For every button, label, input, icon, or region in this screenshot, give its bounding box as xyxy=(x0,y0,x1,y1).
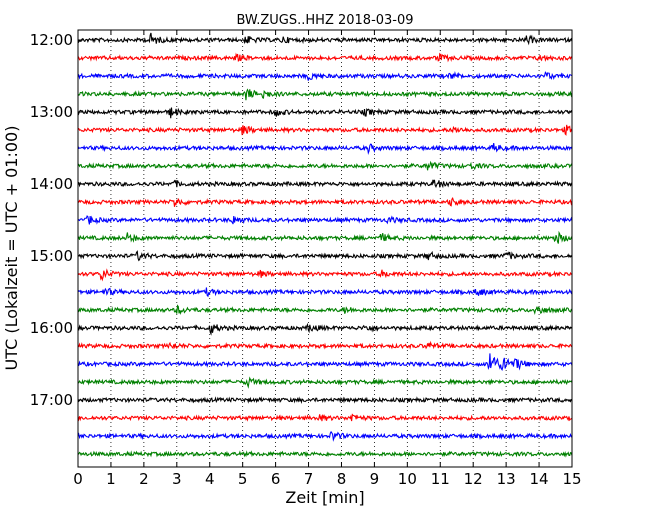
y-tick-label: 17:00 xyxy=(30,391,73,409)
trace-lines xyxy=(77,32,573,458)
x-tick-label: 3 xyxy=(172,470,182,488)
x-tick-label: 11 xyxy=(431,470,450,488)
trace-line-13 xyxy=(77,268,573,282)
trace-line-10 xyxy=(77,215,573,225)
trace-line-16 xyxy=(77,322,573,336)
trace-line-8 xyxy=(77,179,573,189)
trace-line-3 xyxy=(77,88,573,101)
x-axis-label: Zeit [min] xyxy=(285,488,364,507)
x-tick-label: 2 xyxy=(139,470,149,488)
grid-lines xyxy=(110,30,540,467)
x-tick-label: 8 xyxy=(337,470,347,488)
y-axis-label: UTC (Lokalzeit = UTC + 01:00) xyxy=(2,126,21,371)
trace-line-6 xyxy=(77,143,573,155)
x-tick-label: 9 xyxy=(370,470,380,488)
x-tick-label: 15 xyxy=(562,470,581,488)
trace-line-19 xyxy=(77,376,573,389)
trace-line-4 xyxy=(77,107,573,119)
chart-title: BW.ZUGS..HHZ 2018-03-09 xyxy=(236,13,413,28)
trace-line-2 xyxy=(77,71,573,81)
y-tick-label: 15:00 xyxy=(30,247,73,265)
x-tick-label: 5 xyxy=(238,470,248,488)
y-tick-label: 13:00 xyxy=(30,103,73,121)
x-tick-label: 1 xyxy=(106,470,116,488)
trace-line-23 xyxy=(77,450,573,458)
y-tick-label: 16:00 xyxy=(30,319,73,337)
x-tick-label: 13 xyxy=(497,470,516,488)
trace-line-9 xyxy=(77,196,573,207)
trace-line-21 xyxy=(77,413,573,422)
x-tick-label: 6 xyxy=(271,470,281,488)
trace-line-5 xyxy=(78,124,573,136)
x-tick-label: 10 xyxy=(398,470,417,488)
plot-frame xyxy=(77,29,573,468)
trace-line-0 xyxy=(77,32,573,46)
trace-line-18 xyxy=(77,353,573,371)
trace-line-15 xyxy=(77,304,573,316)
trace-line-20 xyxy=(77,396,573,404)
x-tick-label: 0 xyxy=(73,470,83,488)
x-tick-label: 12 xyxy=(464,470,483,488)
x-tick-label: 4 xyxy=(205,470,215,488)
trace-line-17 xyxy=(77,340,573,350)
trace-line-12 xyxy=(77,250,573,262)
trace-line-14 xyxy=(77,287,573,298)
trace-line-22 xyxy=(77,430,573,442)
trace-line-1 xyxy=(77,52,573,63)
y-tick-label: 14:00 xyxy=(30,175,73,193)
x-tick-label: 14 xyxy=(530,470,549,488)
trace-line-11 xyxy=(77,230,573,244)
axis-ticks: 0 1 2 3 4 5 6 7 8 9 10 11 12 13 14 1512:0013:0014:0015:… xyxy=(30,30,582,488)
trace-line-7 xyxy=(77,160,573,171)
y-tick-label: 12:00 xyxy=(30,31,73,49)
x-tick-label: 7 xyxy=(304,470,314,488)
